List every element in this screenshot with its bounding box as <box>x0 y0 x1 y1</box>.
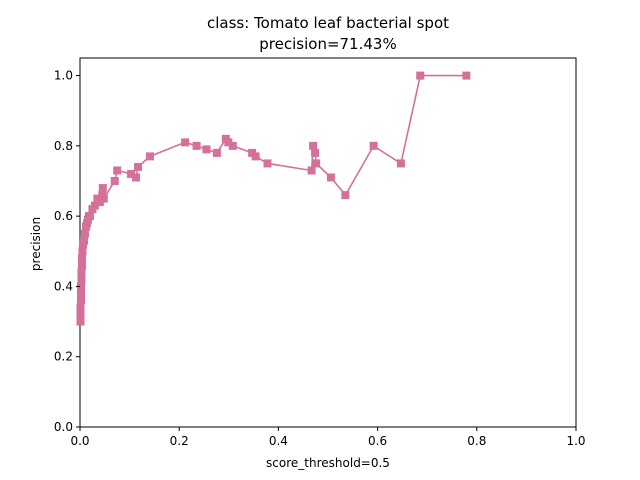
data-point <box>90 201 99 210</box>
y-axis: 0.0 0.2 0.4 0.6 0.8 1.0 <box>54 69 80 434</box>
data-point <box>192 141 201 150</box>
chart-subtitle: precision=71.43% <box>259 35 396 53</box>
data-point <box>85 212 94 221</box>
data-point <box>127 169 136 178</box>
x-tick-label: 0.6 <box>368 434 387 448</box>
data-point <box>251 152 260 161</box>
series-layer <box>76 71 471 326</box>
chart-title: class: Tomato leaf bacterial spot <box>207 14 449 32</box>
data-point <box>110 177 119 185</box>
data-point <box>76 296 85 305</box>
data-point <box>77 268 86 277</box>
data-point <box>462 71 471 80</box>
data-point <box>326 173 335 182</box>
data-point <box>212 148 221 157</box>
data-point <box>145 152 154 161</box>
y-tick-label: 0.8 <box>54 139 73 153</box>
data-point <box>312 159 321 168</box>
data-point <box>99 194 108 203</box>
data-point <box>263 159 272 168</box>
x-axis: 0.0 0.2 0.4 0.6 0.8 1.0 <box>70 427 586 448</box>
data-point <box>76 282 85 291</box>
data-point <box>228 141 237 150</box>
data-point <box>202 145 211 154</box>
x-tick-label: 0.0 <box>70 434 89 448</box>
data-point <box>132 173 141 182</box>
data-point <box>416 71 425 80</box>
data-point <box>77 275 86 284</box>
data-point <box>98 184 107 193</box>
y-tick-label: 0.0 <box>54 420 73 434</box>
data-point <box>78 247 87 256</box>
y-axis-label: precision <box>29 217 43 271</box>
data-point <box>77 254 86 263</box>
axes-frame <box>79 57 577 428</box>
x-tick-label: 0.2 <box>170 434 189 448</box>
data-point <box>309 141 318 150</box>
series-line <box>79 74 467 322</box>
plot-area <box>76 57 577 428</box>
x-tick-label: 1.0 <box>566 434 585 448</box>
data-point <box>80 229 89 238</box>
data-point <box>311 148 320 157</box>
x-tick-label: 0.8 <box>467 434 486 448</box>
data-point <box>134 162 143 171</box>
data-point <box>224 138 233 147</box>
y-tick-label: 1.0 <box>54 69 73 83</box>
data-point <box>181 138 190 147</box>
data-point <box>369 141 378 150</box>
data-point <box>76 289 85 298</box>
x-tick-label: 0.4 <box>269 434 288 448</box>
data-point <box>76 310 85 319</box>
data-point <box>307 166 316 175</box>
data-point <box>77 261 86 270</box>
x-axis-label: score_threshold=0.5 <box>266 456 390 470</box>
y-tick-label: 0.2 <box>54 350 73 364</box>
data-point <box>341 191 350 200</box>
data-point <box>79 236 88 245</box>
data-point <box>113 166 122 175</box>
data-point <box>396 159 405 168</box>
data-point <box>76 303 85 312</box>
y-tick-label: 0.6 <box>54 209 73 223</box>
y-tick-label: 0.4 <box>54 279 73 293</box>
